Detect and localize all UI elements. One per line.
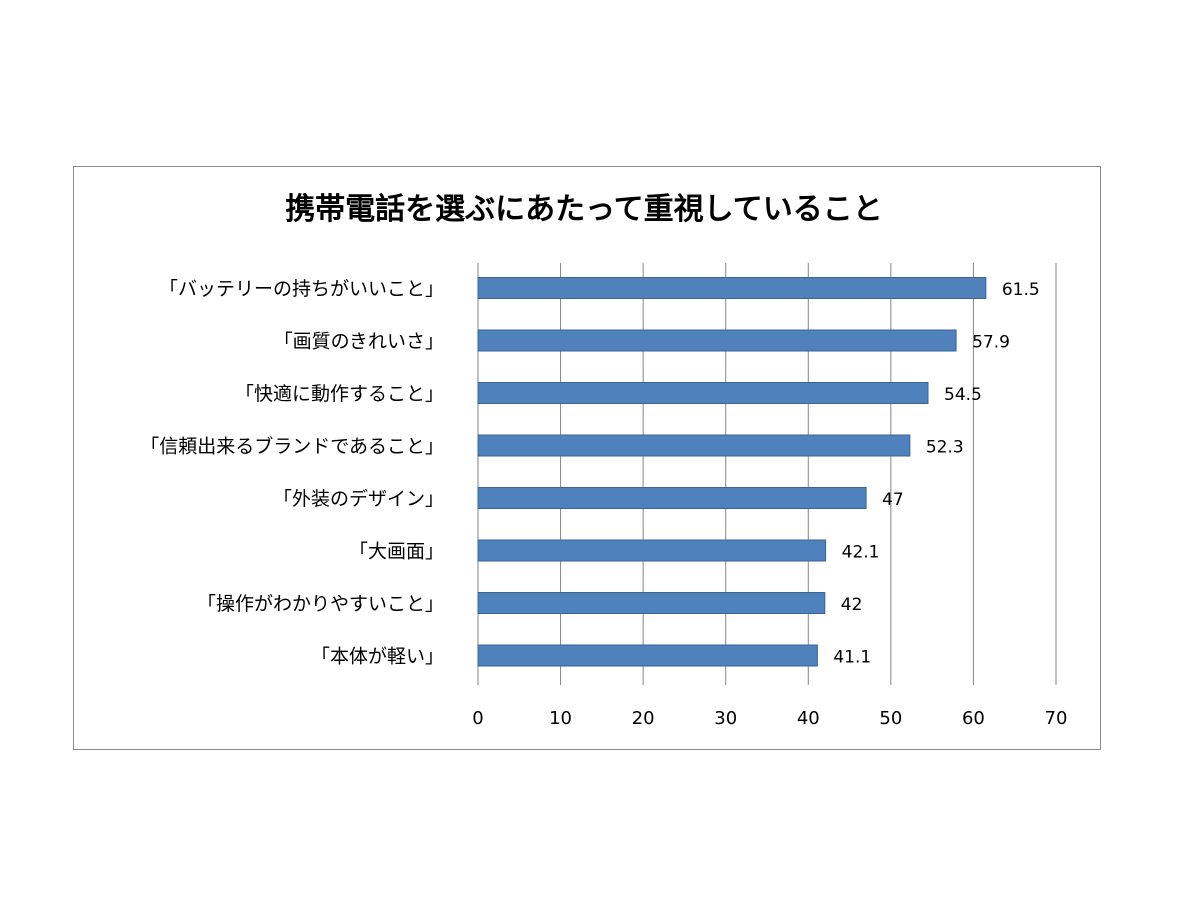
category-labels: 「バッテリーの持ちがいいこと」「画質のきれいさ」「快適に動作すること」「信頼出来… [140,278,444,668]
data-label-3: 52.3 [926,438,964,458]
bar-5 [477,539,827,562]
bar-4 [477,487,867,509]
data-label-2: 54.5 [944,385,982,405]
category-label-0: 「バッテリーの持ちがいいこと」 [159,278,444,300]
x-tick-label-30: 30 [714,708,737,729]
x-axis-tick-labels: 0 10 20 30 40 50 60 70 [472,708,1067,729]
category-label-1: 「画質のきれいさ」 [274,331,444,353]
data-labels: 61.5 57.9 54.5 52.3 47 42.1 42 41.1 [833,280,1039,668]
category-label-6: 「操作がわかりやすいこと」 [197,593,444,615]
data-label-4: 47 [882,490,904,510]
bar-6 [477,592,826,614]
bar-7 [477,644,818,667]
x-tick-label-60: 60 [962,708,985,729]
x-tick-label-40: 40 [797,708,820,729]
gridlines [477,263,1057,685]
x-tick-label-20: 20 [632,708,655,729]
category-label-4: 「外装のデザイン」 [273,488,444,510]
bars [477,277,987,667]
bar-2 [477,382,929,404]
category-label-3: 「信頼出来るブランドであること」 [140,435,444,458]
bar-0 [477,277,987,299]
x-tick-label-10: 10 [549,708,572,729]
bar-chart: 携帯電話を選ぶにあたって重視していること 「バッテリーの持ちがいいこと」「画質の… [140,192,1067,729]
data-label-0: 61.5 [1002,280,1040,300]
data-label-1: 57.9 [972,333,1010,353]
data-label-5: 42.1 [842,543,880,563]
bar-1 [477,329,957,352]
category-label-2: 「快適に動作すること」 [235,383,444,405]
x-tick-label-70: 70 [1045,708,1068,729]
data-label-7: 41.1 [833,648,871,668]
x-tick-label-0: 0 [472,708,483,729]
x-tick-label-50: 50 [879,708,902,729]
category-label-5: 「大画面」 [349,541,444,563]
data-label-6: 42 [841,595,863,615]
chart-frame: 携帯電話を選ぶにあたって重視していること 「バッテリーの持ちがいいこと」「画質の… [73,166,1101,750]
chart-title: 携帯電話を選ぶにあたって重視していること [285,192,883,227]
bar-3 [477,434,911,457]
category-label-7: 「本体が軽い」 [311,646,444,668]
